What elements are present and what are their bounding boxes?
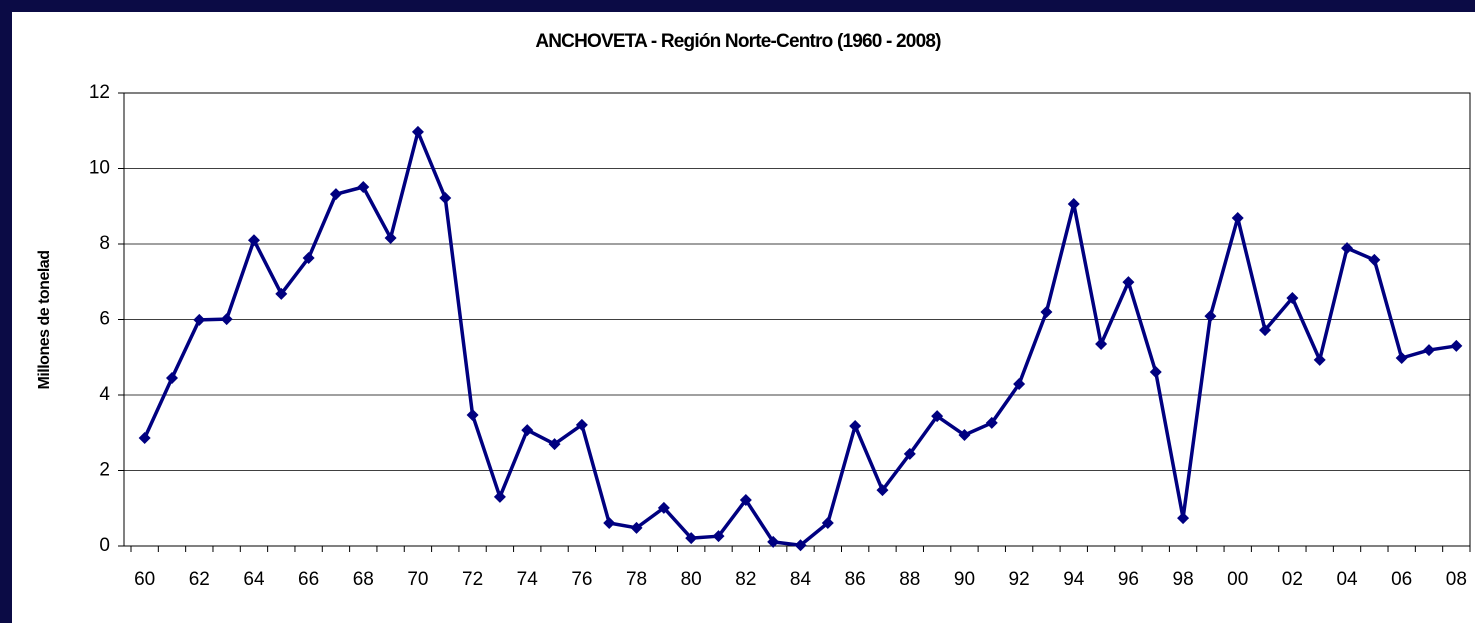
data-marker [1013, 378, 1026, 391]
data-marker [876, 484, 889, 497]
y-tick-label: 0 [99, 535, 110, 556]
y-tick-label: 6 [99, 309, 110, 330]
y-tick-label: 8 [99, 233, 110, 254]
data-marker [1067, 197, 1080, 210]
data-marker [411, 125, 424, 138]
x-tick-label: 64 [243, 569, 265, 590]
data-marker [302, 251, 315, 264]
data-marker [165, 372, 178, 385]
data-marker [329, 188, 342, 201]
x-tick-label: 88 [899, 569, 920, 590]
y-tick-label: 4 [99, 384, 110, 405]
x-tick-label: 96 [1118, 569, 1139, 590]
x-tick-label: 08 [1446, 569, 1467, 590]
x-tick-label: 84 [790, 569, 812, 590]
data-marker [193, 313, 206, 326]
data-marker [657, 501, 670, 514]
data-marker [1177, 512, 1190, 525]
data-marker [1040, 305, 1053, 318]
data-marker [548, 438, 561, 451]
data-marker [603, 516, 616, 529]
x-tick-label: 66 [298, 569, 319, 590]
x-tick-label: 78 [626, 569, 647, 590]
x-tick-label: 68 [353, 569, 374, 590]
data-marker [821, 516, 834, 529]
chart-title: ANCHOVETA - Región Norte-Centro (1960 - … [535, 31, 941, 52]
x-tick-label: 00 [1227, 569, 1248, 590]
data-marker [849, 419, 862, 432]
data-marker [931, 410, 944, 423]
data-marker [138, 432, 151, 445]
data-marker [739, 493, 752, 506]
data-marker [1423, 344, 1436, 357]
x-tick-label: 74 [517, 569, 539, 590]
chart-background [12, 12, 1475, 623]
y-tick-label: 10 [89, 158, 110, 179]
x-tick-label: 80 [681, 569, 702, 590]
x-tick-label: 70 [407, 569, 428, 590]
data-marker [958, 429, 971, 442]
data-marker [275, 287, 288, 300]
x-tick-label: 72 [462, 569, 483, 590]
data-marker [1231, 211, 1244, 224]
data-marker [985, 416, 998, 429]
y-tick-label: 12 [89, 82, 110, 103]
data-marker [903, 447, 916, 460]
data-marker [1204, 310, 1217, 323]
x-tick-label: 82 [735, 569, 756, 590]
data-marker [794, 539, 807, 552]
data-marker [384, 231, 397, 244]
data-marker [767, 535, 780, 548]
data-marker [521, 424, 534, 437]
data-marker [1368, 253, 1381, 266]
x-tick-label: 90 [954, 569, 975, 590]
x-tick-label: 06 [1391, 569, 1412, 590]
data-marker [1259, 324, 1272, 337]
data-marker [1313, 353, 1326, 366]
x-tick-label: 92 [1009, 569, 1030, 590]
data-marker [1095, 338, 1108, 351]
x-tick-label: 04 [1336, 569, 1358, 590]
data-marker [1450, 339, 1463, 352]
data-marker [1286, 291, 1299, 304]
data-marker [630, 521, 643, 534]
data-marker [357, 180, 370, 193]
x-tick-label: 76 [571, 569, 592, 590]
data-marker [439, 191, 452, 204]
x-tick-label: 86 [845, 569, 866, 590]
x-tick-label: 62 [189, 569, 210, 590]
data-marker [575, 418, 588, 431]
x-tick-label: 94 [1063, 569, 1085, 590]
data-marker [466, 409, 479, 422]
data-marker [1395, 352, 1408, 365]
data-marker [1149, 365, 1162, 378]
data-marker [247, 234, 260, 247]
y-tick-label: 2 [99, 460, 110, 481]
data-marker [1341, 242, 1354, 255]
x-tick-label: 60 [134, 569, 155, 590]
data-marker [1122, 276, 1135, 289]
x-tick-label: 98 [1173, 569, 1194, 590]
data-marker [712, 530, 725, 543]
x-tick-label: 02 [1282, 569, 1303, 590]
data-marker [685, 532, 698, 545]
data-marker [220, 313, 233, 326]
data-marker [493, 490, 506, 503]
y-axis-label: Millones de tonelad [36, 251, 53, 390]
